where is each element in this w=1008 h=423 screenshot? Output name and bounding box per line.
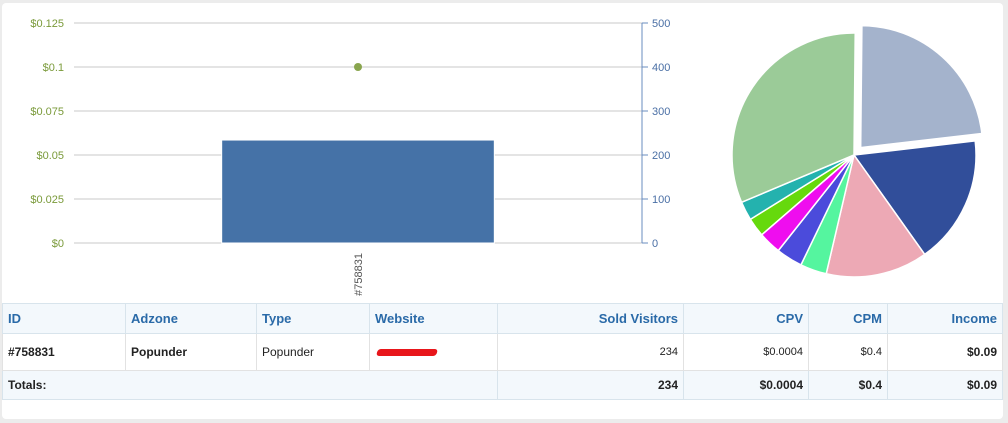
right-axis-tick-label: 0: [652, 238, 658, 250]
column-header-website[interactable]: Website: [369, 303, 498, 334]
x-axis: #758831: [353, 253, 365, 296]
right-axis: 0 100 200 300 400 500: [641, 18, 670, 250]
point-series: [354, 63, 362, 71]
stats-panel: $0 $0.025 $0.05 $0.075 $0.1 $0.125 0 100 200 300…: [2, 3, 1003, 419]
bar-chart: $0 $0.025 $0.05 $0.075 $0.1 $0.125 0 100 200 300…: [30, 18, 670, 296]
left-axis-tick-label: $0.05: [36, 150, 64, 162]
right-axis-tick-label: 100: [652, 194, 670, 206]
column-header-cpv[interactable]: CPV: [683, 303, 809, 334]
totals-income: $0.09: [887, 370, 1003, 400]
right-axis-tick-label: 300: [652, 106, 670, 118]
cell-website: [369, 333, 498, 371]
pie-slice[interactable]: [825, 153, 926, 278]
cell-type: Popunder: [256, 333, 370, 371]
cell-id: #758831: [2, 333, 126, 371]
column-header-income[interactable]: Income: [887, 303, 1003, 334]
left-axis-tick-label: $0.1: [43, 62, 64, 74]
column-header-id[interactable]: ID: [2, 303, 126, 334]
totals-cpv: $0.0004: [683, 370, 809, 400]
pie-chart: [731, 24, 983, 278]
column-header-type[interactable]: Type: [256, 303, 370, 334]
left-axis-tick-label: $0: [52, 238, 64, 250]
column-header-adzone[interactable]: Adzone: [125, 303, 257, 334]
cell-adzone: Popunder: [125, 333, 257, 371]
redacted-website: [376, 349, 438, 356]
table-row: #758831 Popunder Popunder 234 $0.0004 $0…: [2, 333, 1003, 371]
right-axis-tick-label: 400: [652, 62, 670, 74]
totals-label: Totals:: [2, 370, 498, 400]
totals-cpm: $0.4: [808, 370, 888, 400]
pie-slice[interactable]: [852, 140, 977, 256]
pie-slice[interactable]: [731, 32, 856, 204]
right-axis-tick-label: 200: [652, 150, 670, 162]
cell-cpv: $0.0004: [683, 333, 809, 371]
cell-income: $0.09: [887, 333, 1003, 371]
totals-row: Totals: 234 $0.0004 $0.4 $0.09: [2, 370, 1003, 400]
bar[interactable]: [221, 139, 495, 244]
left-axis-tick-label: $0.075: [30, 106, 64, 118]
data-point[interactable]: [354, 63, 362, 71]
left-axis-tick-label: $0.025: [30, 194, 64, 206]
left-axis: $0 $0.025 $0.05 $0.075 $0.1 $0.125: [30, 18, 64, 250]
column-header-cpm[interactable]: CPM: [808, 303, 888, 334]
right-axis-tick-label: 500: [652, 18, 670, 30]
cell-sold-visitors: 234: [497, 333, 684, 371]
totals-sold-visitors: 234: [497, 370, 684, 400]
pie-slice[interactable]: [859, 24, 983, 149]
x-axis-tick-label: #758831: [353, 253, 365, 296]
cell-cpm: $0.4: [808, 333, 888, 371]
table-header-row: ID Adzone Type Website Sold Visitors CPV…: [2, 303, 1003, 334]
bar-series: [221, 139, 495, 244]
left-axis-tick-label: $0.125: [30, 18, 64, 30]
column-header-sold-visitors[interactable]: Sold Visitors: [497, 303, 684, 334]
stats-table: ID Adzone Type Website Sold Visitors CPV…: [2, 303, 1003, 400]
